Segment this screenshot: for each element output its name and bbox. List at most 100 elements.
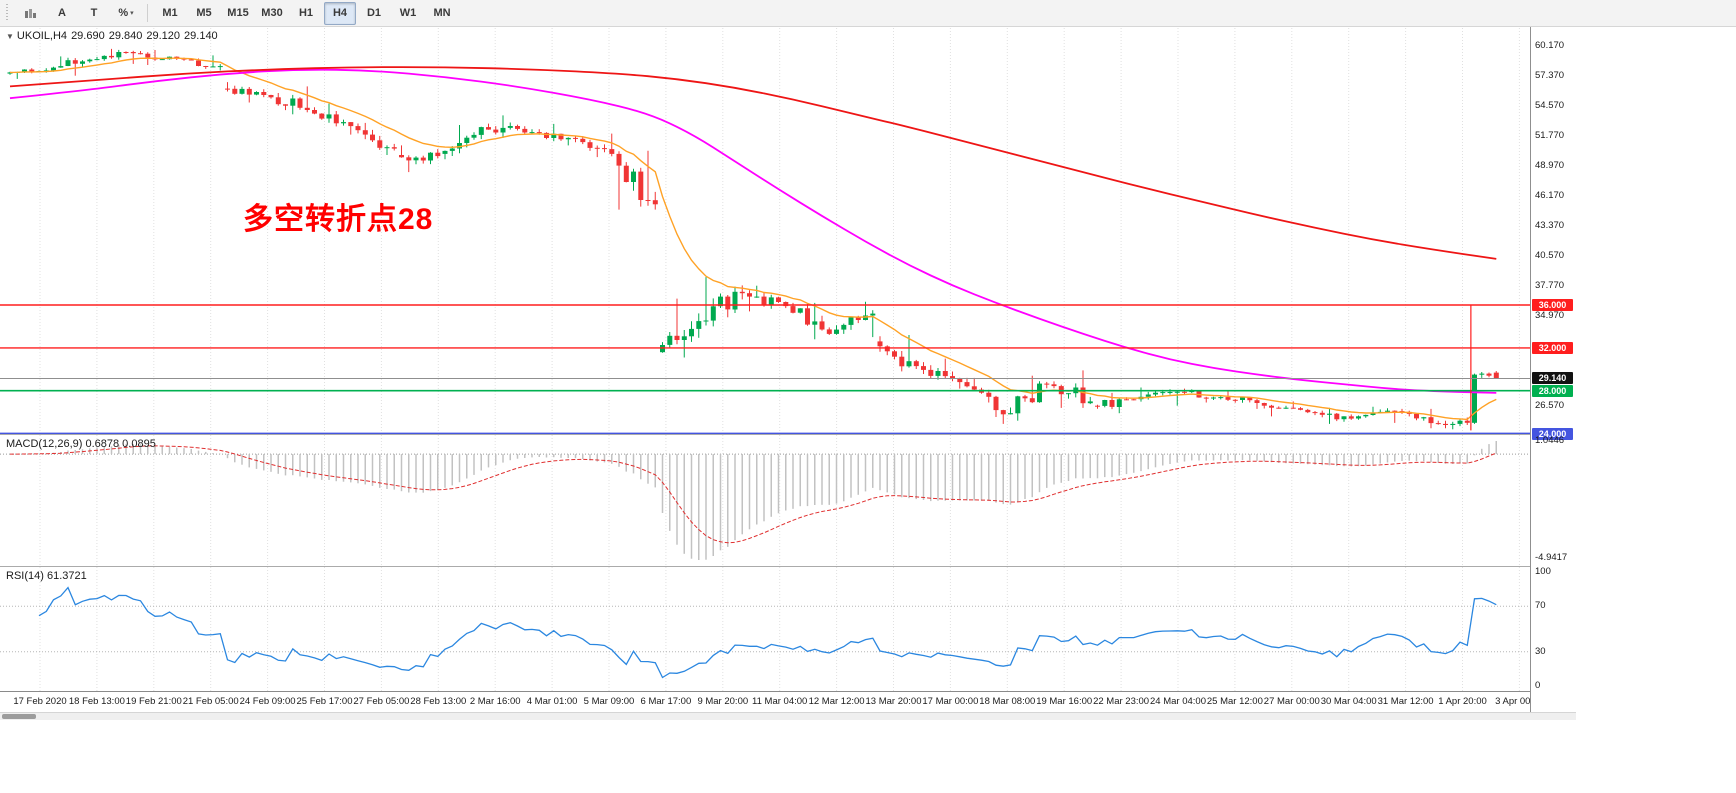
symbol-ohlc-header: ▼ UKOIL,H4 29.690 29.840 29.120 29.140 [6,30,222,42]
date-tick-label: 13 Mar 20:00 [865,696,922,707]
timeframe-button-m15[interactable]: M15 [227,7,249,19]
timeframe-group: M1 M5 M15 M30 H1 H4 D1 W1 MN [153,1,459,25]
date-tick-label: 9 Mar 20:00 [697,696,749,707]
date-tick-label: 6 Mar 17:00 [640,696,692,707]
horizontal-scrollbar [0,712,1576,720]
timeframe-button-m30[interactable]: M30 [261,7,283,19]
horizontal-lines-layer[interactable] [0,304,1530,434]
ma-fast-line [9,57,1497,421]
price-tick-label: 43.370 [1535,220,1565,232]
scrollbar-thumb[interactable] [2,714,36,719]
date-tick-label: 11 Mar 04:00 [752,696,808,707]
low-value: 29.120 [146,30,181,42]
price-tick-label: 48.970 [1535,160,1565,172]
price-chart-pane[interactable] [0,28,1530,434]
pane-separator[interactable] [0,434,1576,435]
chevron-down-icon: ▾ [130,10,134,17]
high-value: 29.840 [108,30,143,42]
open-value: 29.690 [71,30,105,42]
date-tick-label: 22 Mar 23:00 [1093,696,1150,707]
rsi-scale-label: 0 [1535,680,1541,691]
date-tick-label: 19 Mar 16:00 [1036,696,1093,707]
charts-icon-button[interactable] [15,2,45,25]
date-tick-label: 2 Mar 16:00 [469,696,521,707]
date-tick-label: 18 Feb 13:00 [68,696,125,707]
candles-layer [7,48,1499,430]
date-tick-label: 24 Feb 09:00 [239,696,296,707]
price-scale[interactable]: 60.170 57.370 54.570 51.770 48.970 46.170 43.3… [1530,27,1576,712]
level-price-badge: 28.000 [1532,384,1573,397]
toolbar-grip[interactable] [5,4,11,22]
moving-averages-layer [9,57,1497,421]
timeframe-button-mn[interactable]: MN [433,7,451,19]
rsi-scale-label: 100 [1535,566,1551,577]
rsi-header: RSI(14) 61.3721 [6,570,87,582]
price-tick-label: 37.770 [1535,280,1565,292]
rsi-indicator-pane[interactable] [0,567,1530,691]
price-tick-label: 51.770 [1535,130,1565,142]
chart-text-annotation[interactable]: 多空转折点28 [243,203,434,236]
date-tick-label: 25 Mar 12:00 [1206,696,1263,707]
date-tick-label: 1 Apr 20:00 [1438,696,1487,707]
timeframe-button-m5[interactable]: M5 [196,7,212,19]
grid-layer [39,435,1520,566]
rsi-scale-label: 70 [1535,600,1546,612]
timeframe-button-h1[interactable]: H1 [298,7,314,19]
level-price-badge: 36.000 [1532,298,1573,311]
price-tick-label: 54.570 [1535,100,1565,112]
close-value: 29.140 [184,30,218,42]
symbol-label: UKOIL,H4 [16,30,68,42]
level-price-badge: 32.000 [1532,341,1573,354]
timeframe-button-d1[interactable]: D1 [366,7,382,19]
date-tick-label: 27 Mar 00:00 [1263,696,1320,707]
date-tick-label: 4 Mar 01:00 [526,696,578,707]
date-tick-label: 17 Feb 2020 [13,696,67,707]
date-tick-label: 5 Mar 09:00 [583,696,635,707]
date-tick-label: 27 Feb 05:00 [353,696,410,707]
macd-scale-min: -4.9417 [1535,552,1568,563]
percent-menu-button[interactable]: % ▾ [111,2,141,25]
time-axis[interactable]: 17 Feb 2020 18 Feb 13:00 19 Feb 21:00 21 Fe… [0,691,1576,712]
level-price-badge: 24.000 [1532,427,1573,440]
timeframe-button-h4[interactable]: H4 [324,1,356,25]
price-tick-label: 57.370 [1535,70,1565,82]
main-toolbar: A T % ▾ M1 M5 M15 M30 H1 H4 D1 W1 MN [0,0,1736,27]
date-tick-label: 12 Mar 12:00 [808,696,865,707]
date-tick-label: 19 Feb 21:00 [125,696,182,707]
price-tick-label: 46.170 [1535,190,1565,202]
chart-menu-triangle-icon[interactable]: ▼ [6,32,14,41]
price-tick-label: 40.570 [1535,250,1565,262]
date-tick-label: 28 Feb 13:00 [410,696,467,707]
rsi-scale-label: 30 [1535,645,1546,657]
date-tick-label: 3 Apr 00:00 [1495,696,1544,707]
macd-scale-max: 1.0446 [1535,435,1565,446]
date-tick-label: 30 Mar 04:00 [1320,696,1377,707]
date-tick-label: 18 Mar 08:00 [979,696,1036,707]
ma-mid-line [9,68,1497,394]
macd-histogram [16,441,1497,560]
current-price-badge: 29.140 [1532,372,1573,385]
price-tick-label: 34.970 [1535,310,1565,322]
price-tick-label: 26.570 [1535,400,1565,412]
date-tick-label: 21 Feb 05:00 [182,696,239,707]
timeframe-button-w1[interactable]: W1 [399,7,417,19]
price-tick-label: 60.170 [1535,40,1565,52]
rsi-line [38,586,1497,679]
mini-chart-icon [24,7,37,20]
ma-slow-line [9,66,1497,260]
percent-icon: % [118,7,129,19]
date-tick-label: 25 Feb 17:00 [296,696,353,707]
macd-header: MACD(12,26,9) 0.6878 0.0895 [6,438,156,450]
pane-separator[interactable] [0,566,1576,567]
timeframe-button-m1[interactable]: M1 [162,7,178,19]
macd-indicator-pane[interactable] [0,435,1530,566]
toolbar-separator [147,4,148,22]
macd-signal-line [10,445,1497,544]
date-tick-label: 17 Mar 00:00 [922,696,979,707]
text-t-button[interactable]: T [90,7,98,19]
date-tick-label: 31 Mar 12:00 [1377,696,1434,707]
date-tick-label: 24 Mar 04:00 [1150,696,1206,707]
annotation-a-button[interactable]: A [58,7,66,19]
grid-layer [39,567,1520,691]
